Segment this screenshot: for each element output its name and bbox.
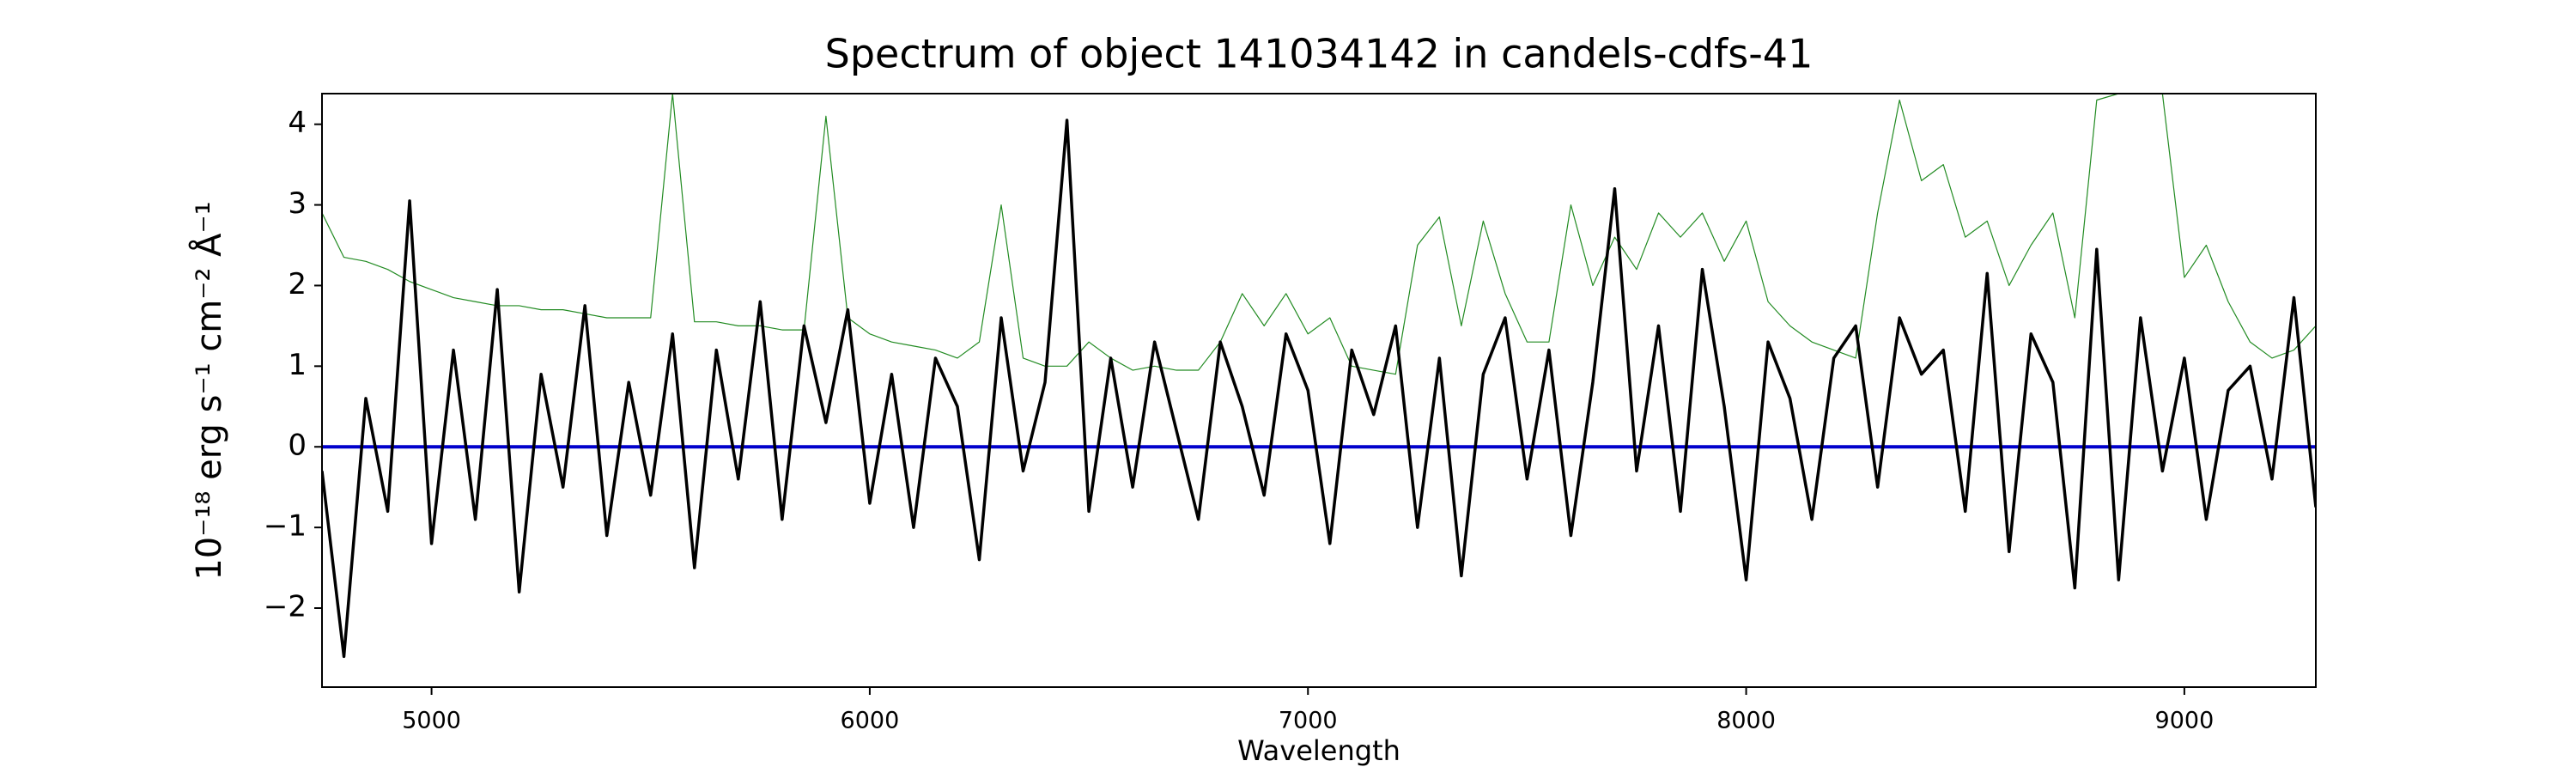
- x-tick-label: 5000: [402, 708, 461, 734]
- y-tick-label: 3: [288, 186, 307, 221]
- y-tick-label: 4: [288, 106, 307, 140]
- y-tick-label: 2: [288, 267, 307, 301]
- x-tick-label: 9000: [2155, 708, 2215, 734]
- x-axis-label: Wavelength: [1237, 734, 1400, 767]
- y-tick-label: 1: [288, 348, 307, 382]
- chart-title: Spectrum of object 141034142 in candels-…: [825, 31, 1814, 77]
- y-tick-label: 0: [288, 429, 307, 463]
- spectrum-line: [322, 119, 2316, 659]
- x-tick-label: 6000: [841, 708, 900, 734]
- y-axis-label: 10⁻¹⁸ erg s⁻¹ cm⁻² Å⁻¹: [188, 201, 229, 580]
- y-tick-label: −2: [264, 589, 307, 624]
- x-tick-label: 7000: [1279, 708, 1338, 734]
- spectrum-line: [322, 94, 2316, 375]
- y-tick-label: −1: [264, 509, 307, 544]
- plot-frame: [321, 93, 2317, 688]
- x-tick-label: 8000: [1716, 708, 1776, 734]
